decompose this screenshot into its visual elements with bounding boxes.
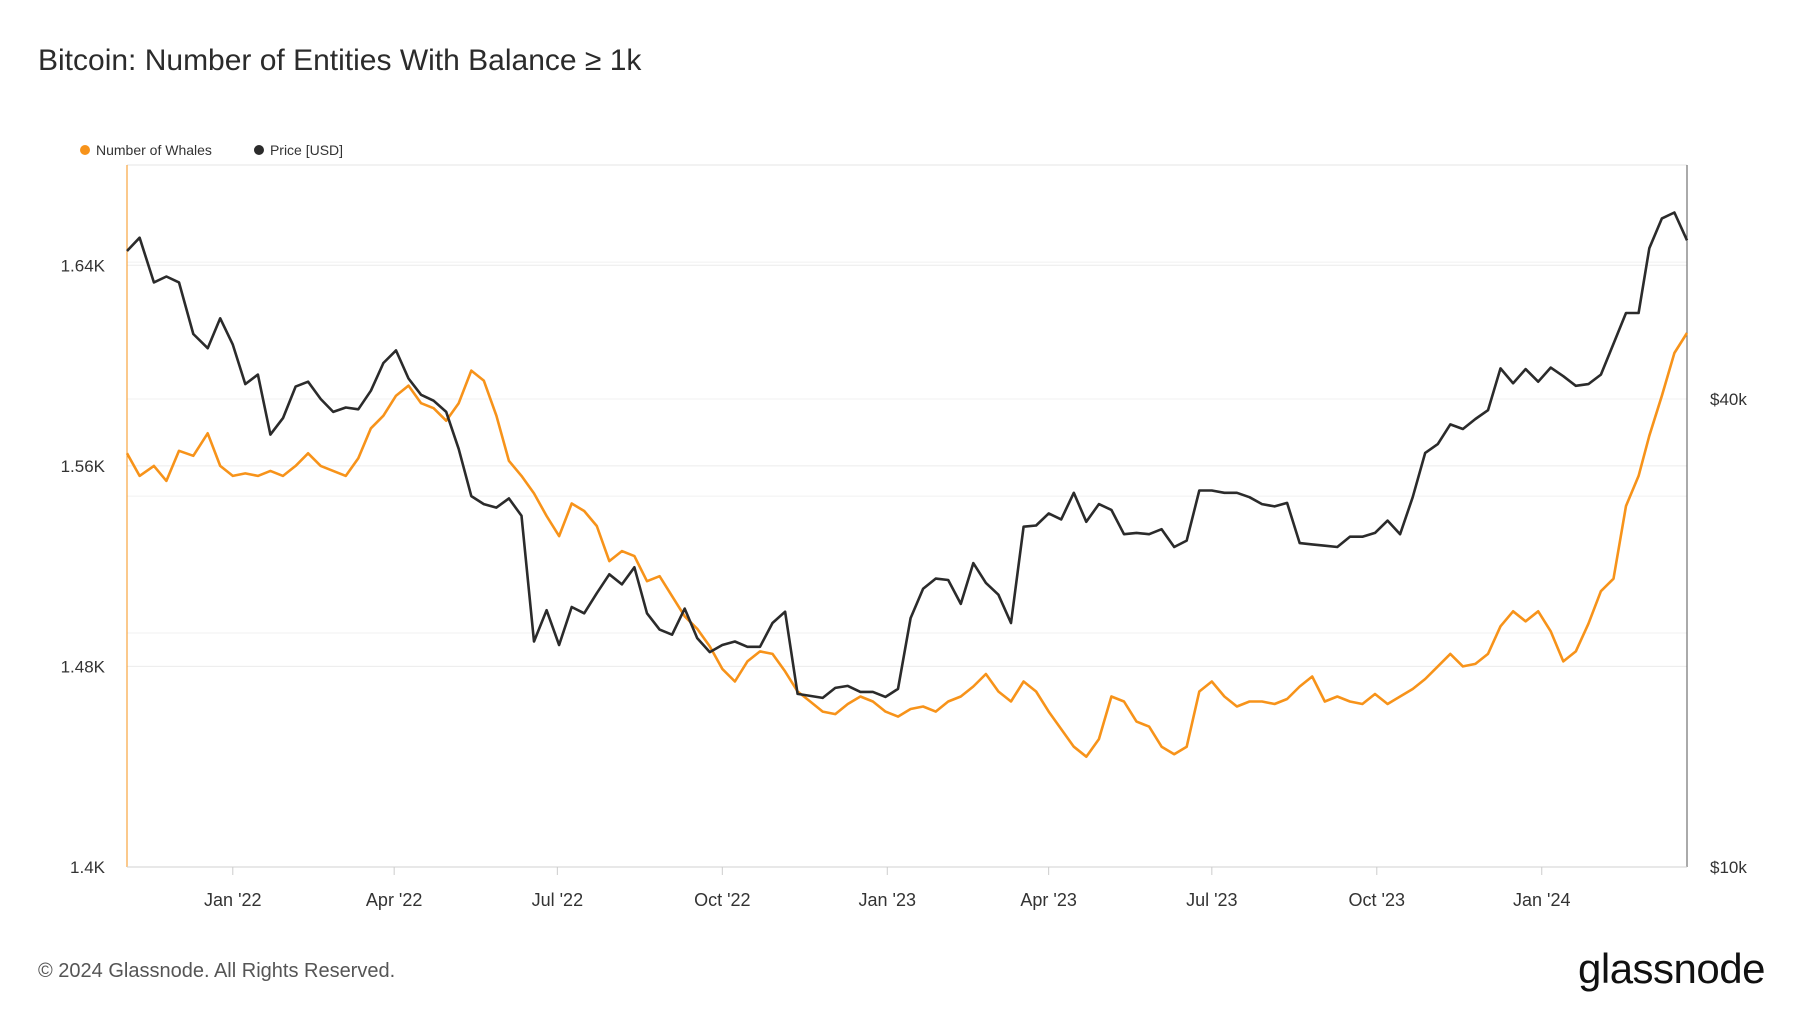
x-tick-label-0: Jan '22	[204, 890, 261, 910]
price-series-line	[126, 211, 1689, 700]
y-left-tick-label-3: 1.64K	[61, 256, 106, 275]
series-lines	[125, 211, 1689, 758]
grid-lines	[127, 261, 1687, 667]
glassnode-logo: glassnode	[1578, 945, 1765, 992]
axes	[126, 164, 1688, 868]
whales-series-line	[125, 332, 1689, 758]
x-tick-label-5: Apr '23	[1020, 890, 1076, 910]
x-tick-label-8: Jan '24	[1513, 890, 1570, 910]
x-tick-label-2: Jul '22	[532, 890, 583, 910]
legend-dot-whales	[80, 145, 90, 155]
x-tick-label-4: Jan '23	[859, 890, 916, 910]
x-tick-label-3: Oct '22	[694, 890, 750, 910]
y-right-tick-label-0: $10k	[1710, 858, 1747, 877]
y-left-tick-label-1: 1.48K	[61, 657, 106, 676]
legend-item-whales[interactable]: Number of Whales	[80, 142, 212, 158]
legend-label-whales: Number of Whales	[96, 142, 212, 158]
x-tick-label-6: Jul '23	[1186, 890, 1237, 910]
legend-item-price[interactable]: Price [USD]	[253, 142, 344, 158]
y-left-tick-label-0: 1.4K	[70, 858, 106, 877]
legend-dot-price	[253, 145, 264, 155]
y-right-tick-label-1: $40k	[1710, 390, 1747, 409]
legend-label-price: Price [USD]	[269, 142, 344, 158]
chart-title: Bitcoin: Number of Entities With Balance…	[38, 44, 642, 77]
axis-ticks: Jan '22 Apr '22 Jul '22 Oct '22 Jan '23 Apr '…	[61, 256, 1748, 910]
copyright-text: © 2024 Glassnode. All Rights Reserved.	[38, 960, 396, 982]
y-left-tick-label-2: 1.56K	[61, 457, 106, 476]
x-tick-label-7: Oct '23	[1349, 890, 1405, 910]
legend: Number of Whales Price [USD]	[80, 142, 343, 158]
x-tick-label-1: Apr '22	[366, 890, 422, 910]
